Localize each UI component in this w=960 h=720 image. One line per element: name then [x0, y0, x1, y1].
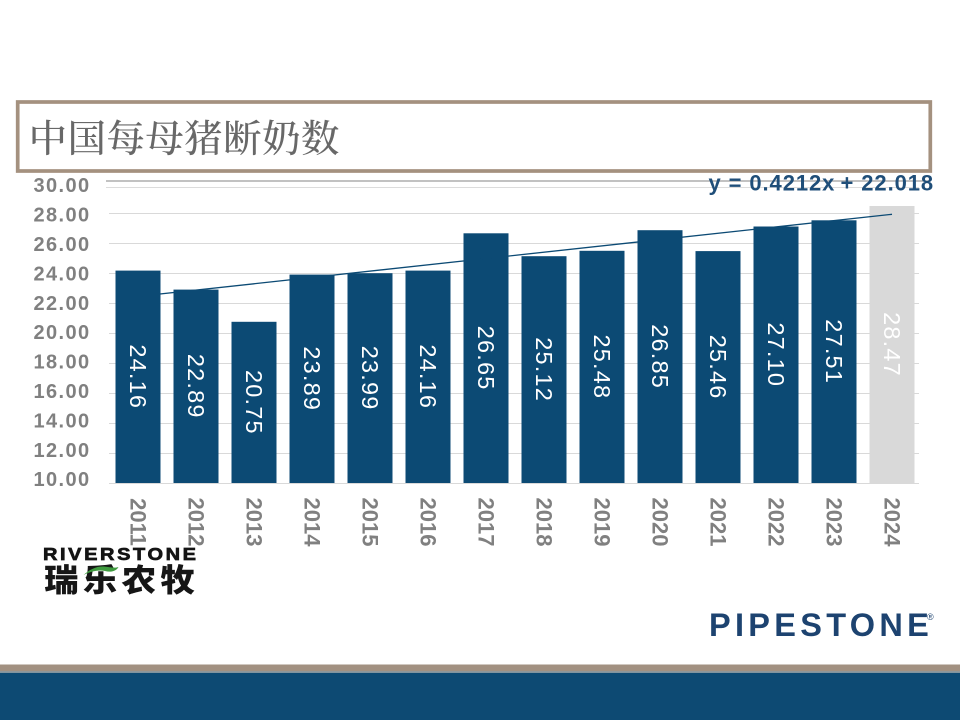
svg-text:14.00: 14.00	[33, 410, 90, 432]
svg-text:27.10: 27.10	[763, 322, 789, 387]
svg-text:2021: 2021	[705, 498, 730, 547]
svg-text:®: ®	[927, 612, 934, 622]
svg-text:2015: 2015	[357, 498, 382, 547]
svg-text:27.51: 27.51	[821, 319, 847, 384]
svg-text:2013: 2013	[241, 498, 266, 547]
svg-text:25.46: 25.46	[705, 335, 731, 400]
svg-text:26.85: 26.85	[647, 324, 673, 389]
svg-text:RIVERSTONE: RIVERSTONE	[43, 544, 199, 563]
svg-text:22.00: 22.00	[33, 293, 90, 315]
svg-text:23.99: 23.99	[357, 346, 383, 411]
svg-text:2014: 2014	[299, 498, 324, 548]
svg-text:2011: 2011	[125, 498, 150, 546]
svg-text:20.00: 20.00	[33, 322, 90, 344]
svg-text:30.00: 30.00	[33, 175, 90, 197]
svg-text:24.16: 24.16	[125, 344, 151, 409]
svg-text:25.12: 25.12	[531, 337, 557, 402]
svg-text:2012: 2012	[183, 498, 208, 547]
svg-text:2022: 2022	[763, 498, 788, 547]
svg-text:2016: 2016	[415, 498, 440, 547]
svg-text:2019: 2019	[589, 498, 614, 547]
svg-text:20.75: 20.75	[241, 370, 267, 435]
svg-text:PIPESTONE: PIPESTONE	[709, 607, 933, 643]
svg-text:26.65: 26.65	[473, 326, 499, 391]
svg-text:18.00: 18.00	[33, 352, 90, 374]
svg-text:28.47: 28.47	[879, 312, 905, 377]
svg-text:25.48: 25.48	[589, 334, 615, 399]
svg-text:2023: 2023	[821, 498, 846, 547]
svg-text:26.00: 26.00	[33, 234, 90, 256]
svg-text:10.00: 10.00	[33, 469, 90, 491]
svg-text:y = 0.4212x + 22.018: y = 0.4212x + 22.018	[709, 171, 935, 196]
svg-text:2017: 2017	[473, 498, 498, 547]
svg-text:2024: 2024	[879, 498, 904, 548]
svg-text:2018: 2018	[531, 498, 556, 547]
svg-text:24.16: 24.16	[415, 344, 441, 409]
svg-text:2020: 2020	[647, 498, 672, 547]
svg-text:24.00: 24.00	[33, 263, 90, 285]
svg-text:23.89: 23.89	[299, 346, 325, 411]
svg-text:28.00: 28.00	[33, 205, 90, 227]
svg-text:22.89: 22.89	[183, 354, 209, 419]
svg-text:16.00: 16.00	[33, 381, 90, 403]
svg-text:12.00: 12.00	[33, 440, 90, 462]
